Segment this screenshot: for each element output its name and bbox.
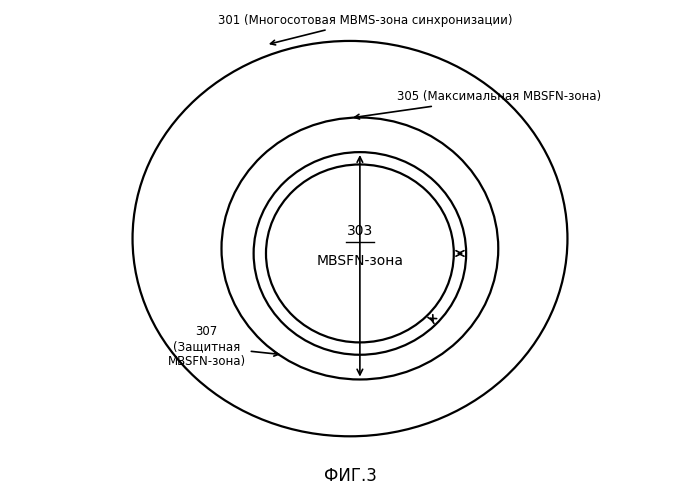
Text: 301 (Многосотовая MBMS-зона синхронизации): 301 (Многосотовая MBMS-зона синхронизаци… — [218, 13, 512, 45]
Text: ФИГ.3: ФИГ.3 — [323, 467, 377, 485]
Text: 305 (Максимальная MBSFN-зона): 305 (Максимальная MBSFN-зона) — [355, 90, 601, 119]
Text: MBSFN-зона: MBSFN-зона — [316, 254, 403, 268]
Text: 303: 303 — [346, 224, 373, 238]
Text: 307
(Защитная
MBSFN-зона): 307 (Защитная MBSFN-зона) — [167, 325, 279, 368]
